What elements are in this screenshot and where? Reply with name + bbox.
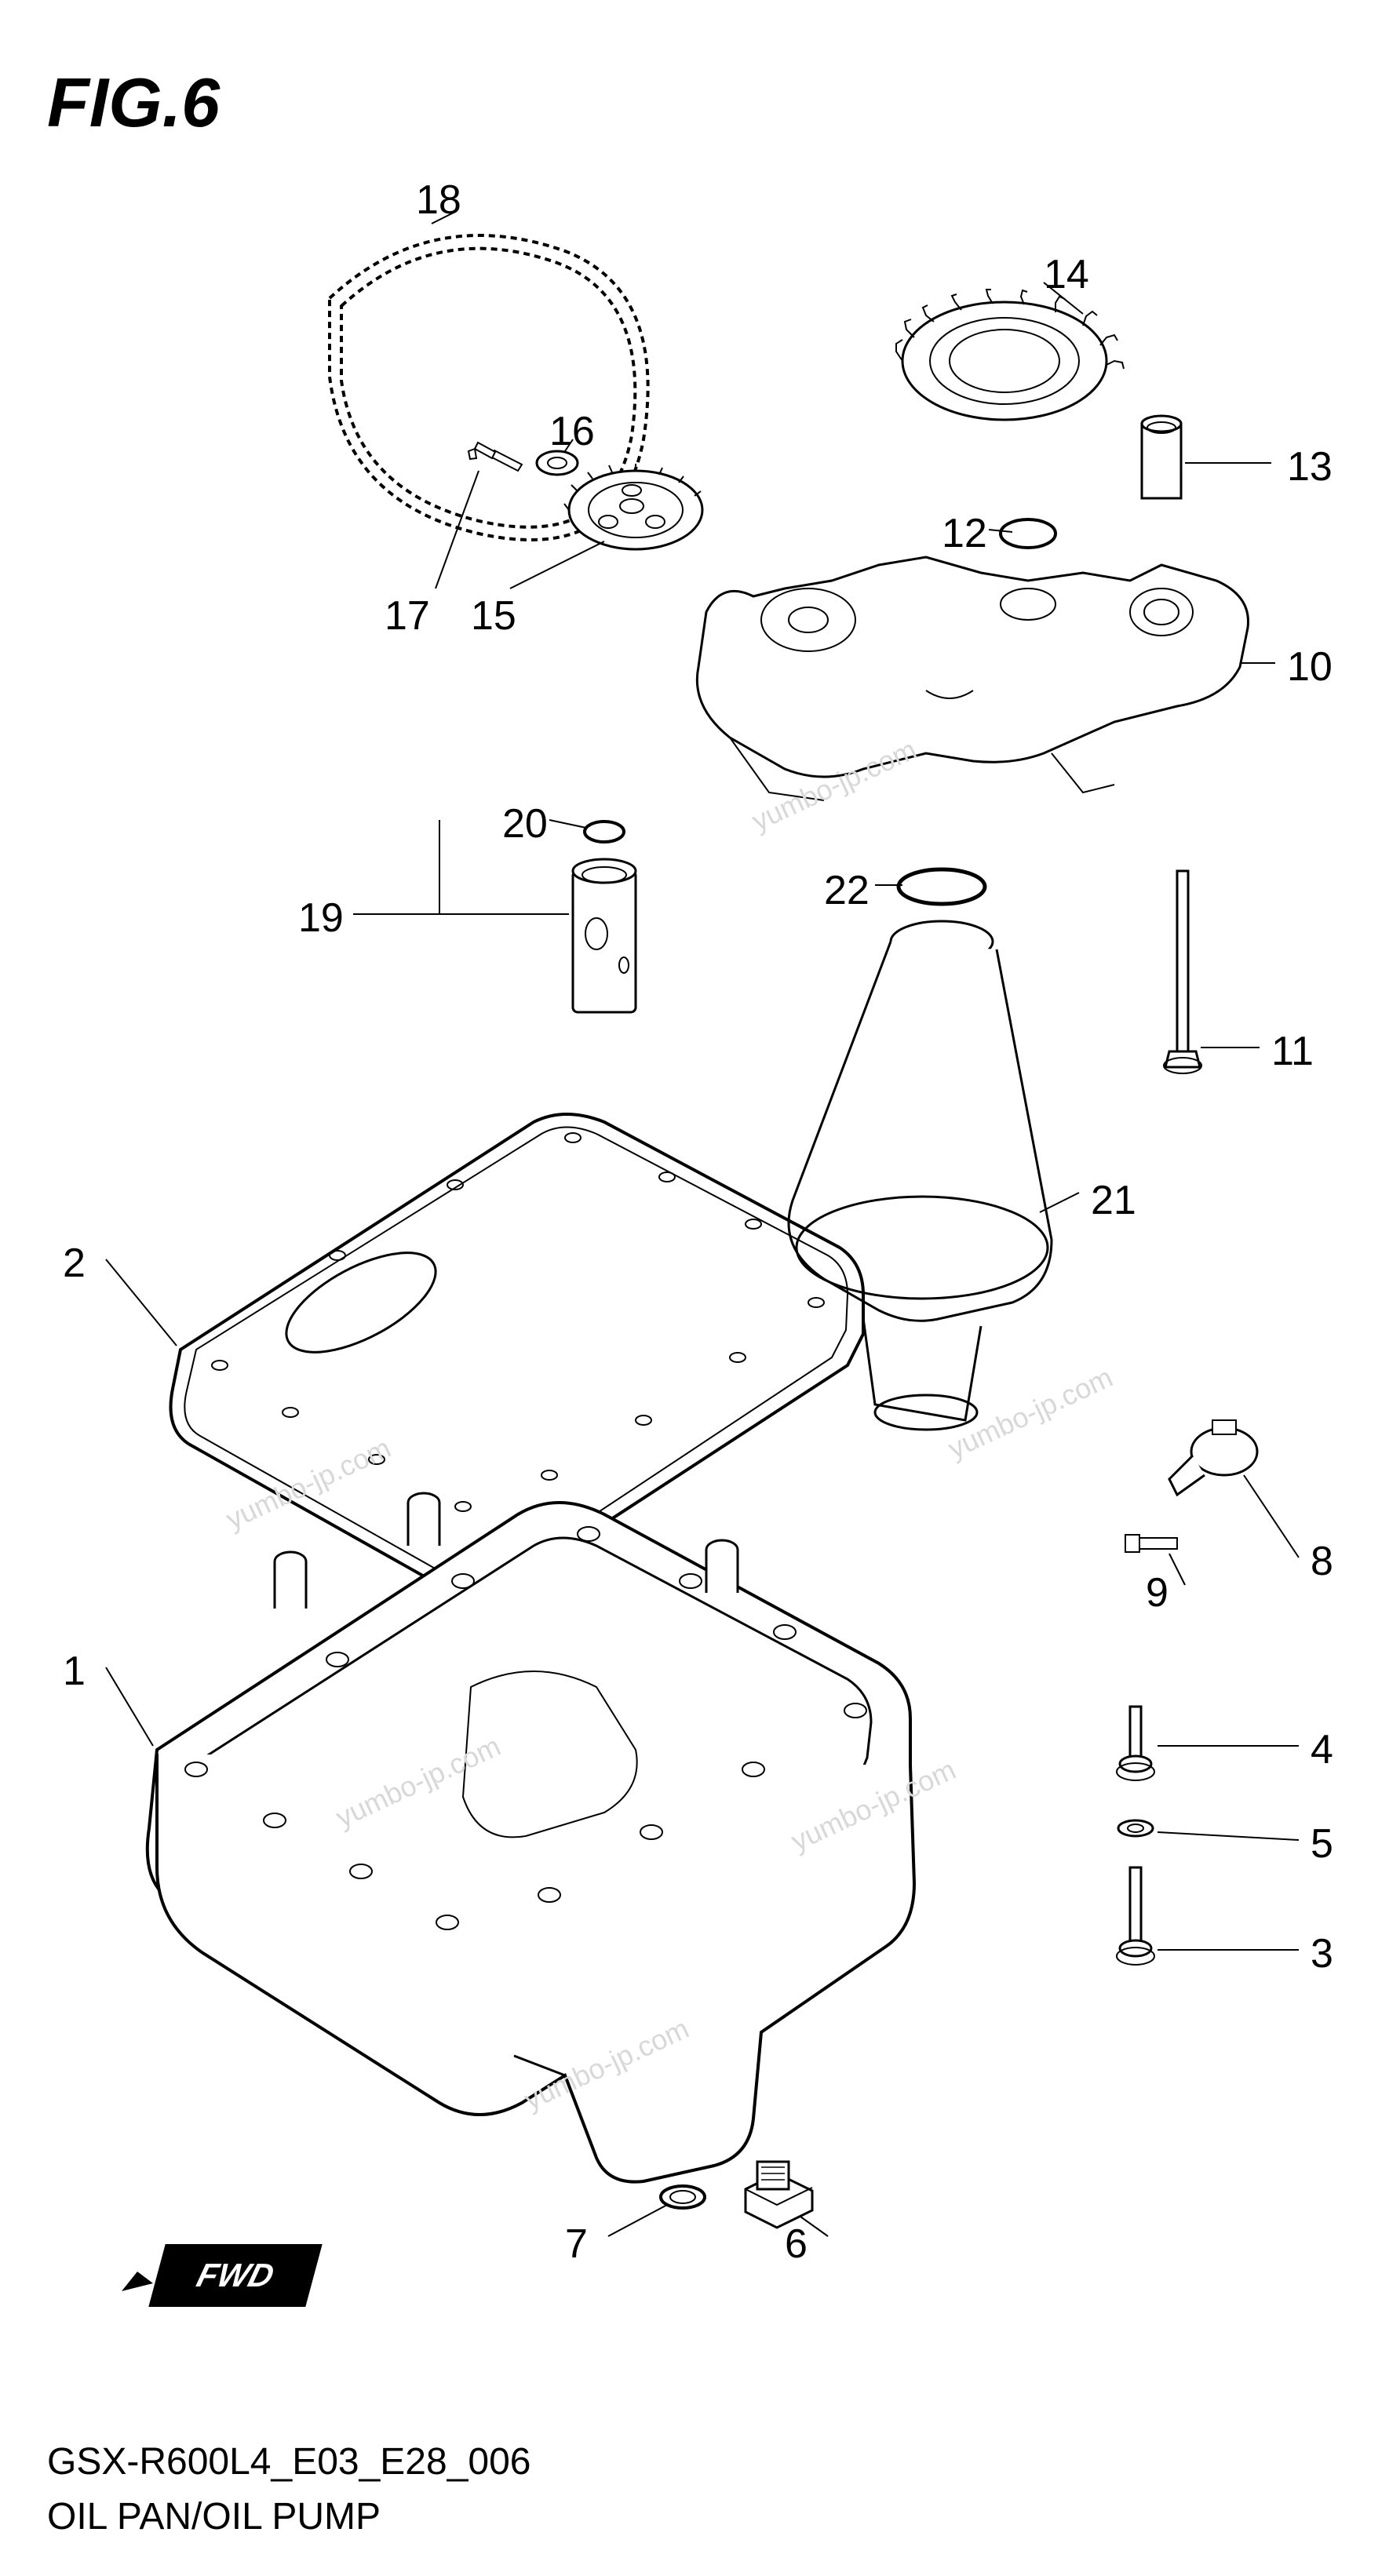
callout-16: 16: [549, 408, 595, 455]
figure-title: FIG.6: [47, 63, 220, 143]
oil-pan: [106, 1493, 914, 2182]
footer-code: GSX-R600L4_E03_E28_006: [47, 2440, 530, 2483]
oil-strainer: [789, 921, 1079, 1430]
fwd-badge: FWD: [148, 2244, 322, 2307]
diagram-container: [0, 0, 1400, 2576]
callout-8: 8: [1311, 1538, 1333, 1585]
small-sprocket-assembly: [436, 439, 702, 588]
fwd-arrow: [122, 2272, 153, 2291]
callout-18: 18: [416, 177, 461, 224]
pressure-switch: [1125, 1420, 1299, 1585]
callout-11: 11: [1271, 1028, 1314, 1075]
bolt-11: [1164, 871, 1260, 1073]
large-sprocket: [896, 282, 1124, 420]
callout-22: 22: [824, 867, 870, 914]
callout-7: 7: [565, 2221, 588, 2268]
callout-10: 10: [1287, 643, 1333, 690]
o-ring-12: [989, 519, 1055, 548]
callout-9: 9: [1146, 1569, 1168, 1616]
dowel-pin: [1142, 416, 1271, 498]
oil-pan-gasket: [106, 1114, 863, 1595]
callout-5: 5: [1311, 1820, 1333, 1867]
parts-diagram-svg: [0, 0, 1400, 2576]
callout-14: 14: [1044, 251, 1089, 298]
callout-21: 21: [1091, 1177, 1136, 1224]
footer-name: OIL PAN/OIL PUMP: [47, 2495, 381, 2538]
oil-pump-body: [697, 557, 1275, 800]
o-ring-22: [875, 869, 985, 904]
callout-15: 15: [471, 592, 516, 639]
callout-12: 12: [942, 510, 987, 557]
callout-2: 2: [63, 1240, 86, 1287]
callout-13: 13: [1287, 443, 1333, 490]
callout-3: 3: [1311, 1930, 1333, 1977]
callout-17: 17: [385, 592, 430, 639]
callout-19: 19: [298, 894, 344, 942]
mounting-bolts: [1117, 1707, 1299, 1965]
relief-valve-assembly: [353, 820, 636, 1012]
callout-1: 1: [63, 1648, 86, 1695]
callout-20: 20: [502, 800, 548, 847]
callout-4: 4: [1311, 1726, 1333, 1773]
callout-6: 6: [785, 2221, 808, 2268]
